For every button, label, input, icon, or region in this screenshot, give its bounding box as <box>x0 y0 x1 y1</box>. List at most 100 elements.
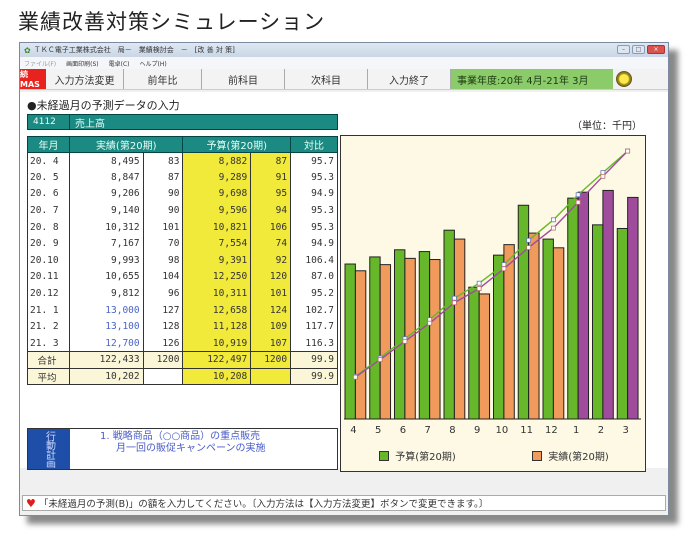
account-bar: 4112 売上高 <box>27 114 338 130</box>
end-input-button[interactable]: 入力終了 <box>368 69 451 89</box>
close-button[interactable]: × <box>647 45 665 54</box>
cell-ratio: 95.3 <box>290 218 338 236</box>
average-label: 平均 <box>27 367 70 386</box>
cell-budget: 10,821 <box>182 218 252 236</box>
line-marker <box>427 320 433 326</box>
line-marker <box>377 357 383 362</box>
cell-year-month: 20.12 <box>27 285 70 302</box>
prior-year-comparison-button[interactable]: 前年比 <box>124 69 202 89</box>
cell-ratio: 117.7 <box>290 318 338 336</box>
unit-label: （単位：千円） <box>572 121 642 132</box>
cell-budget: 9,391 <box>182 252 252 269</box>
chart-legend: 予算(第20期) 実績(第20期) <box>341 448 647 463</box>
cell-budget: 12,250 <box>182 268 252 286</box>
cell-budget-index: 87 <box>250 152 292 170</box>
menu-file[interactable]: ファイル(F) <box>24 60 57 68</box>
legend-budget-label: 予算(第20期) <box>395 452 456 463</box>
status-bar: ♥ 「未経過月の予測(B)」の額を入力してください。〔入力方法は【入力方法変更】… <box>22 495 666 511</box>
minimize-button[interactable]: – <box>617 45 630 54</box>
table-row: 20. 5 8,847 87 9,289 91 95.3 <box>27 169 338 186</box>
header-budget: 予算(第20期) <box>182 136 292 153</box>
cell-actual: 9,206 <box>68 185 144 203</box>
cell-actual[interactable]: 12,700 <box>68 335 144 352</box>
menu-bar: ファイル(F) 画面印刷(S) 電卓(C) ヘルプ(H) <box>20 57 668 69</box>
page-title: 業績改善対策シミュレーション <box>18 10 326 34</box>
app-icon: ✿ <box>24 45 31 55</box>
menu-print-screen[interactable]: 画面印刷(S) <box>66 60 99 68</box>
actual-bar <box>453 238 466 420</box>
main-content: ●未経過月の予測データの入力 4112 売上高 （単位：千円） 年月 実績(第2… <box>20 92 668 472</box>
sales-chart: 4 5 6 7 8 9 10 11 12 1 2 3 予算(第20期) 実績(第20期) <box>340 135 646 472</box>
table-row: 20. 7 9,140 90 9,596 94 95.3 <box>27 202 338 219</box>
forecast-table: 年月 実績(第20期) 予算(第20期) 対比 20. 4 8,495 83 8,88… <box>27 136 338 386</box>
total-budget: 122,497 <box>182 351 252 369</box>
fiscal-year-label: 事業年度:20年 4月-21年 3月 <box>451 69 613 89</box>
x-tick-label: 2 <box>598 425 604 436</box>
line-marker <box>600 173 606 179</box>
action-plan: 行動計画 1. 戦略商品（○○商品）の重点販売 月一回の販促キャンペーンの実施 <box>27 428 338 470</box>
x-tick-label: 4 <box>350 425 356 436</box>
cell-actual-index: 104 <box>142 268 184 286</box>
line-marker <box>575 199 581 205</box>
cell-ratio: 95.3 <box>290 202 338 219</box>
cell-ratio: 95.2 <box>290 285 338 302</box>
action-plan-text[interactable]: 1. 戦略商品（○○商品）の重点販売 月一回の販促キャンペーンの実施 <box>70 429 266 469</box>
cell-actual[interactable]: 13,100 <box>68 318 144 336</box>
cell-budget-index: 120 <box>250 268 292 286</box>
cell-year-month: 21. 2 <box>27 318 70 336</box>
line-marker <box>402 338 408 344</box>
cell-ratio: 106.4 <box>290 252 338 269</box>
action-plan-line: 1. 戦略商品（○○商品）の重点販売 <box>100 431 261 442</box>
table-row: 21. 2 13,100 128 11,128 109 117.7 <box>27 318 338 336</box>
cell-ratio: 94.9 <box>290 185 338 203</box>
header-year-month: 年月 <box>27 136 70 153</box>
cell-ratio: 87.0 <box>290 268 338 286</box>
line-marker <box>451 295 457 301</box>
menu-help[interactable]: ヘルプ(H) <box>139 60 167 68</box>
actual-bar <box>354 270 367 420</box>
change-input-method-button[interactable]: 入力方法変更 <box>46 69 124 89</box>
cell-year-month: 20.11 <box>27 268 70 286</box>
x-tick-label: 3 <box>622 425 628 436</box>
cell-budget: 9,698 <box>182 185 252 203</box>
legend-actual: 実績(第20期) <box>532 448 609 463</box>
line-marker <box>501 266 507 272</box>
forecast-bar <box>577 191 590 420</box>
header-ratio: 対比 <box>290 136 338 153</box>
actual-bar <box>379 264 392 420</box>
cell-actual-index: 83 <box>142 152 184 170</box>
table-row: 20. 8 10,312 101 10,821 106 95.3 <box>27 218 338 236</box>
cell-actual-index: 126 <box>142 335 184 352</box>
actual-bar <box>478 293 491 420</box>
maximize-button[interactable]: □ <box>632 45 645 54</box>
total-label: 合計 <box>27 351 70 369</box>
average-budget-index <box>250 367 292 386</box>
cell-budget-index: 91 <box>250 169 292 186</box>
budget-bar <box>616 227 629 420</box>
cell-actual[interactable]: 13,000 <box>68 301 144 319</box>
cell-budget: 12,658 <box>182 301 252 319</box>
average-row: 平均 10,202 10,208 99.9 <box>27 367 338 386</box>
total-budget-index: 1200 <box>250 351 292 369</box>
budget-bar <box>567 197 579 420</box>
cell-year-month: 21. 3 <box>27 335 70 352</box>
next-account-button[interactable]: 次科目 <box>285 69 368 89</box>
budget-bar <box>369 256 381 420</box>
cell-ratio: 95.3 <box>290 169 338 186</box>
brand-logo: 続MAS <box>20 69 46 89</box>
table-row: 20.11 10,655 104 12,250 120 87.0 <box>27 268 338 286</box>
menu-calculator[interactable]: 電卓(C) <box>108 60 130 68</box>
toolbar: 続MAS 入力方法変更 前年比 前科目 次科目 入力終了 事業年度:20年 4月… <box>20 69 668 90</box>
previous-account-button[interactable]: 前科目 <box>202 69 285 89</box>
account-code: 4112 <box>28 115 70 129</box>
actual-bar <box>552 247 565 420</box>
cell-actual: 10,655 <box>68 268 144 286</box>
cell-budget: 11,128 <box>182 318 252 336</box>
table-row: 20.12 9,812 96 10,311 101 95.2 <box>27 285 338 302</box>
cell-year-month: 20. 4 <box>27 152 70 170</box>
table-row: 21. 1 13,000 127 12,658 124 102.7 <box>27 301 338 319</box>
cell-actual-index: 70 <box>142 235 184 253</box>
cell-actual-index: 98 <box>142 252 184 269</box>
cell-year-month: 20.10 <box>27 252 70 269</box>
cell-ratio: 94.9 <box>290 235 338 253</box>
